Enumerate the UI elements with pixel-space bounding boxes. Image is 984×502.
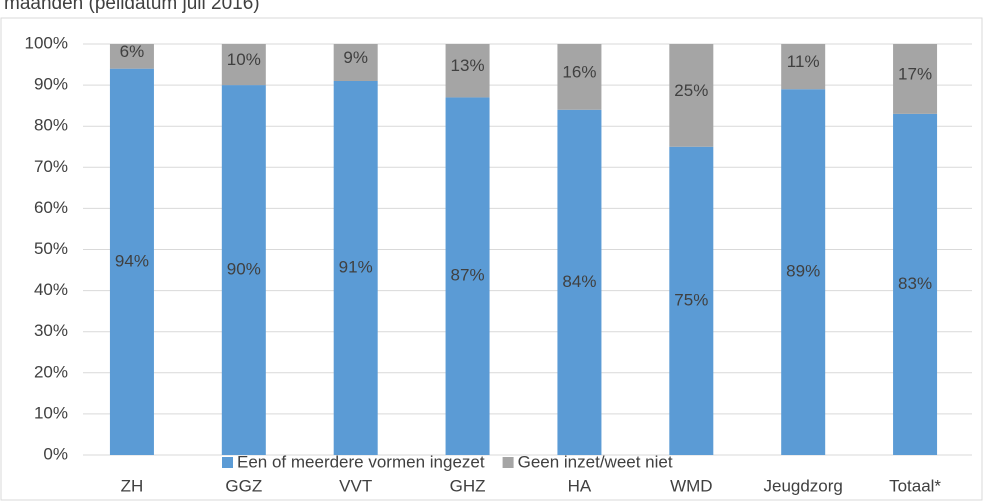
data-label: 90%: [227, 260, 261, 279]
x-tick-label: WMD: [670, 476, 712, 495]
bar-segment: [893, 44, 938, 114]
bar-segment: [893, 113, 938, 456]
data-label: 16%: [562, 62, 596, 81]
y-tick-label: 0%: [43, 444, 68, 463]
data-label: 75%: [674, 290, 708, 309]
data-label: 10%: [227, 50, 261, 69]
data-label: 13%: [451, 56, 485, 75]
y-tick-label: 100%: [25, 33, 68, 52]
data-label: 17%: [898, 64, 932, 83]
data-label: 11%: [787, 52, 820, 71]
data-label: 6%: [120, 42, 145, 61]
bar-segment: [781, 44, 826, 90]
bar-segment: [557, 44, 602, 110]
data-label: 94%: [115, 251, 149, 270]
y-tick-label: 30%: [34, 321, 68, 340]
y-tick-label: 90%: [34, 75, 68, 94]
x-tick-label: Jeugdzorg: [763, 476, 842, 495]
data-label: 89%: [786, 262, 820, 281]
x-tick-label: GHZ: [450, 476, 486, 495]
y-tick-label: 20%: [34, 362, 68, 381]
bar-segment: [557, 109, 602, 455]
bar-segment: [669, 146, 714, 455]
y-tick-label: 40%: [34, 280, 68, 299]
x-tick-label: GGZ: [225, 476, 262, 495]
bar-segment: [221, 44, 266, 86]
y-tick-label: 60%: [34, 198, 68, 217]
bar-segment: [445, 97, 490, 456]
chart-title: maanden (peildatum juli 2016): [4, 0, 260, 14]
x-tick-label: VVT: [339, 476, 372, 495]
bar-segment: [781, 89, 826, 456]
data-label: 87%: [451, 266, 485, 285]
data-label: 91%: [339, 257, 373, 276]
x-tick-label: Totaal*: [889, 476, 941, 495]
y-tick-label: 10%: [34, 403, 68, 422]
chart-frame: [0, 17, 983, 501]
data-label: 9%: [343, 48, 368, 67]
data-label: 83%: [898, 274, 932, 293]
x-tick-label: ZH: [121, 476, 144, 495]
y-tick-label: 80%: [34, 116, 68, 135]
bar-segment: [221, 85, 266, 455]
bar-segment: [109, 44, 154, 69]
bar-segment: [333, 44, 378, 81]
data-label: 25%: [674, 81, 708, 100]
legend-label: Een of meerdere vormen ingezet: [237, 452, 485, 471]
y-tick-label: 50%: [34, 239, 68, 258]
x-tick-label: HA: [568, 476, 592, 495]
legend-swatch: [222, 457, 233, 468]
bar-segment: [445, 44, 490, 98]
bar-segment: [669, 44, 714, 147]
bar-segment: [333, 80, 378, 456]
bar-segment: [109, 68, 154, 455]
legend-swatch: [502, 457, 514, 468]
data-label: 84%: [562, 272, 596, 291]
legend-label: Geen inzet/weet niet: [518, 452, 673, 471]
y-tick-label: 70%: [34, 157, 68, 176]
